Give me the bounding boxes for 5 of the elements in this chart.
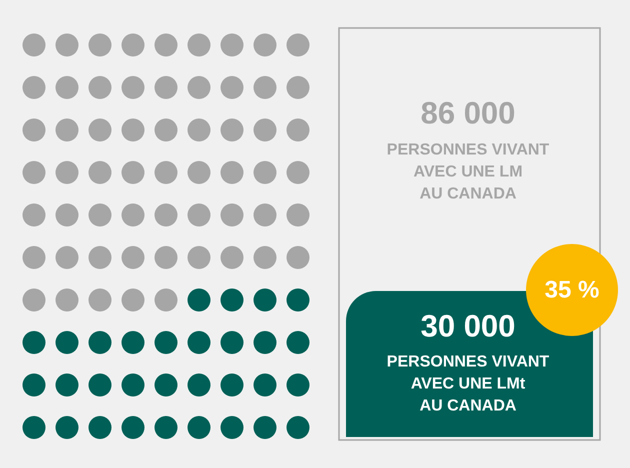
data-label: 30 000	[420, 308, 516, 344]
category-label: PERSONNES VIVANT AVEC UNE LM AU CANADA	[386, 142, 550, 202]
category-label: PERSONNES VIVANT AVEC UNE LMt AU CANADA	[386, 354, 550, 414]
data-label: 86 000	[420, 96, 516, 130]
text: 35 %	[544, 276, 600, 304]
